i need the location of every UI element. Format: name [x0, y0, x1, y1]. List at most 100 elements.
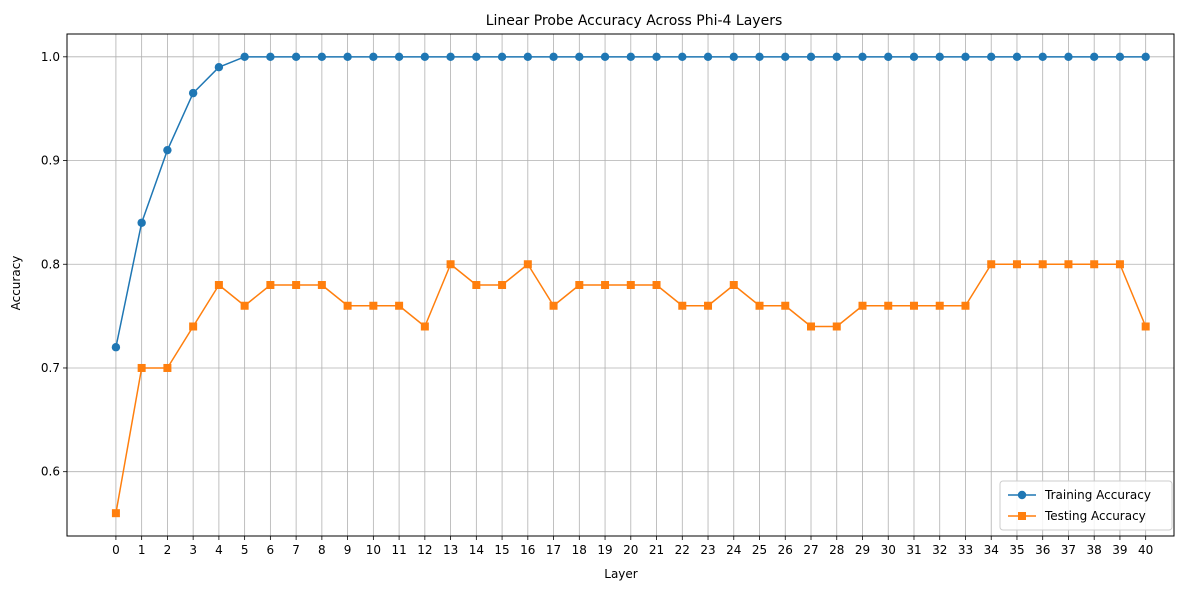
x-tick-label: 15 — [494, 543, 509, 557]
legend-marker-testing — [1018, 512, 1026, 520]
y-tick-label: 0.8 — [41, 257, 60, 271]
x-tick-label: 13 — [443, 543, 458, 557]
x-tick-label: 1 — [138, 543, 146, 557]
data-point — [498, 281, 507, 289]
data-point — [729, 281, 738, 289]
x-tick-label: 34 — [984, 543, 999, 557]
data-point — [163, 145, 172, 155]
data-point — [137, 363, 146, 372]
data-point — [549, 52, 558, 62]
data-point — [626, 281, 635, 289]
data-point — [163, 363, 172, 372]
x-tick-label: 4 — [215, 543, 223, 557]
data-point — [575, 52, 584, 62]
y-axis-label: Accuracy — [9, 256, 23, 311]
data-point — [935, 301, 944, 310]
series-testing — [111, 260, 1150, 518]
data-point — [1012, 52, 1022, 62]
data-point — [987, 260, 996, 269]
data-point — [832, 322, 841, 331]
data-point — [394, 52, 404, 62]
y-tick-label: 0.7 — [41, 361, 60, 375]
series-training — [111, 52, 1150, 352]
data-point — [420, 52, 430, 62]
data-point — [626, 52, 635, 62]
data-point — [111, 343, 121, 352]
data-point — [137, 218, 146, 227]
x-tick-label: 37 — [1061, 543, 1076, 557]
x-tick-label: 5 — [241, 543, 249, 557]
data-point — [781, 52, 790, 62]
x-tick-label: 39 — [1112, 543, 1127, 557]
y-axis-ticks: 0.6 0.7 0.8 0.9 1.0 — [41, 50, 67, 479]
data-point — [472, 52, 481, 62]
data-point — [858, 52, 867, 62]
x-tick-label: 22 — [675, 543, 690, 557]
x-tick-label: 21 — [649, 543, 664, 557]
data-point — [704, 301, 713, 310]
data-point — [188, 88, 198, 98]
x-tick-label: 26 — [778, 543, 793, 557]
data-point — [266, 281, 275, 289]
data-point — [343, 52, 352, 62]
x-tick-label: 28 — [829, 543, 844, 557]
data-point — [652, 281, 661, 289]
data-point — [600, 52, 610, 62]
data-point — [1090, 260, 1099, 269]
data-point — [601, 281, 610, 289]
data-point — [266, 52, 275, 62]
data-point — [395, 301, 404, 310]
data-point — [781, 301, 790, 310]
data-point — [961, 52, 970, 62]
x-tick-label: 11 — [391, 543, 406, 557]
x-tick-label: 27 — [803, 543, 818, 557]
data-point — [1038, 260, 1047, 269]
data-point — [369, 52, 378, 62]
data-point — [369, 301, 378, 310]
data-point — [909, 52, 919, 62]
data-point — [961, 301, 970, 310]
data-point — [111, 509, 120, 518]
data-point — [420, 322, 429, 331]
data-point — [1064, 260, 1073, 269]
data-point — [678, 301, 687, 310]
data-point — [858, 301, 867, 310]
data-point — [189, 322, 198, 331]
data-point — [214, 281, 223, 289]
data-point — [703, 52, 713, 62]
x-tick-label: 38 — [1087, 543, 1102, 557]
x-tick-label: 14 — [469, 543, 484, 557]
data-point — [523, 260, 532, 269]
x-tick-label: 9 — [344, 543, 352, 557]
series-lines — [111, 52, 1150, 518]
x-tick-label: 33 — [958, 543, 973, 557]
x-axis-label: Layer — [604, 567, 638, 581]
data-point — [1038, 52, 1047, 62]
x-tick-label: 10 — [366, 543, 381, 557]
data-point — [317, 281, 326, 289]
x-tick-label: 25 — [752, 543, 767, 557]
data-point — [806, 52, 816, 62]
data-point — [1115, 52, 1125, 62]
y-tick-label: 0.6 — [41, 465, 60, 479]
data-point — [807, 322, 816, 331]
data-point — [497, 52, 507, 62]
x-tick-label: 20 — [623, 543, 638, 557]
y-tick-label: 0.9 — [41, 154, 60, 168]
data-point — [575, 281, 584, 289]
data-point — [446, 260, 455, 269]
data-point — [214, 62, 224, 72]
legend-box — [999, 480, 1173, 531]
data-point — [291, 52, 301, 62]
x-tick-label: 3 — [189, 543, 197, 557]
x-tick-label: 24 — [726, 543, 741, 557]
data-point — [935, 52, 944, 62]
data-point — [832, 52, 841, 62]
data-point — [755, 301, 764, 310]
data-point — [240, 301, 249, 310]
x-axis-ticks: 0 1 2 3 4 5 6 7 8 9 10 11 12 13 14 15 16 17 18 19 20 21 22 23 24… — [112, 536, 1153, 557]
x-tick-label: 30 — [881, 543, 896, 557]
data-point — [909, 301, 918, 310]
x-tick-label: 35 — [1009, 543, 1024, 557]
chart-title: Linear Probe Accuracy Across Phi-4 Layer… — [486, 13, 783, 29]
